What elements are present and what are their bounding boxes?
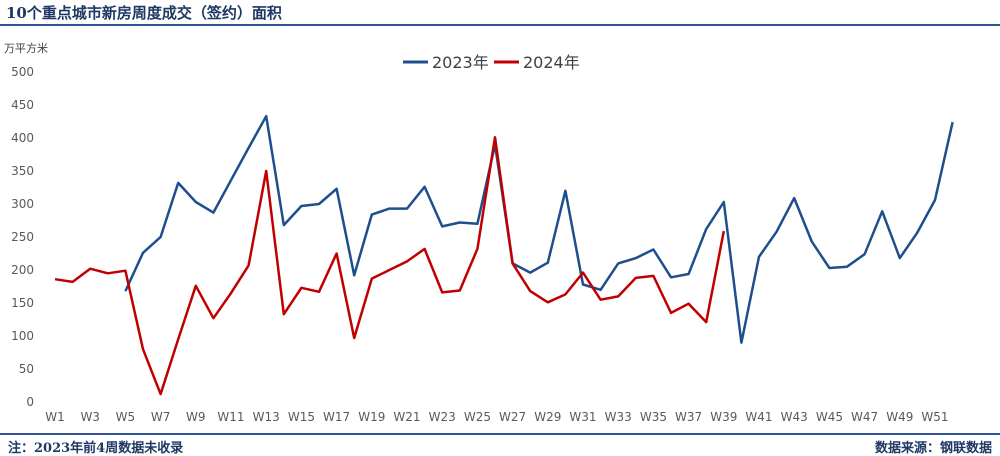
x-tick-label: W17 — [323, 410, 350, 424]
x-axis-ticks: W1 W3 W5 W7 W9 W11 W13 W15 W17 W19 W21 W23 W25 W27 W29… — [45, 410, 948, 424]
footnote: 注：2023年前4周数据未收录 — [8, 441, 184, 456]
legend-label-2024: 2024年 — [523, 53, 580, 72]
y-axis-ticks: 0 50 100 150 200 250 300 350 400 450 500 — [11, 65, 34, 409]
x-tick-label: W33 — [605, 410, 632, 424]
x-tick-label: W29 — [534, 410, 561, 424]
x-tick-label: W9 — [186, 410, 206, 424]
x-tick-label: W7 — [151, 410, 171, 424]
title-divider — [0, 24, 1000, 26]
legend-label-2023: 2023年 — [432, 53, 489, 72]
y-tick-label: 150 — [11, 296, 34, 310]
x-tick-label: W11 — [217, 410, 244, 424]
y-tick-label: 200 — [11, 263, 34, 277]
series-line-2024 — [54, 136, 726, 396]
x-tick-label: W21 — [393, 410, 420, 424]
x-tick-label: W47 — [851, 410, 878, 424]
y-axis-unit-label: 万平方米 — [4, 41, 48, 55]
y-tick-label: 100 — [11, 329, 34, 343]
x-tick-label: W25 — [464, 410, 491, 424]
x-tick-label: W51 — [921, 410, 948, 424]
y-tick-label: 50 — [19, 362, 34, 376]
x-tick-label: W5 — [116, 410, 136, 424]
data-source: 数据来源：钢联数据 — [874, 441, 992, 456]
chart-title: 10个重点城市新房周度成交（签约）面积 — [6, 4, 282, 22]
x-tick-label: W37 — [675, 410, 702, 424]
x-tick-label: W13 — [253, 410, 280, 424]
x-tick-label: W15 — [288, 410, 315, 424]
x-tick-label: W43 — [781, 410, 808, 424]
x-tick-label: W41 — [745, 410, 772, 424]
x-tick-label: W3 — [80, 410, 100, 424]
x-tick-label: W31 — [569, 410, 596, 424]
y-tick-label: 300 — [11, 197, 34, 211]
y-tick-label: 450 — [11, 98, 34, 112]
x-tick-label: W49 — [886, 410, 913, 424]
y-tick-label: 500 — [11, 65, 34, 79]
x-tick-label: W1 — [45, 410, 65, 424]
x-tick-label: W27 — [499, 410, 526, 424]
y-tick-label: 0 — [26, 395, 34, 409]
y-tick-label: 250 — [11, 230, 34, 244]
y-tick-label: 400 — [11, 131, 34, 145]
series-line-2023 — [124, 114, 954, 344]
footer-divider — [0, 433, 1000, 435]
x-tick-label: W35 — [640, 410, 667, 424]
x-tick-label: W39 — [710, 410, 737, 424]
x-tick-label: W19 — [358, 410, 385, 424]
y-tick-label: 350 — [11, 164, 34, 178]
x-tick-label: W23 — [429, 410, 456, 424]
legend: 2023年 2024年 — [403, 53, 580, 72]
x-tick-label: W45 — [816, 410, 843, 424]
series-lines — [54, 114, 954, 396]
